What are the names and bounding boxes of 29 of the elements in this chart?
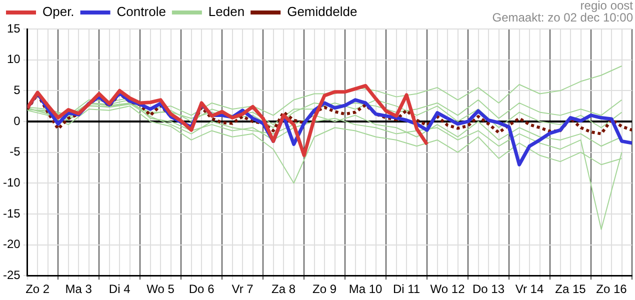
x-tick-label: Vr 7 <box>232 282 254 296</box>
x-tick-label: Di 11 <box>392 282 420 296</box>
x-tick-label: Ma 10 <box>348 282 383 296</box>
legend-label: Gemiddelde <box>287 4 358 20</box>
legend-label: Oper. <box>42 4 74 20</box>
x-tick-label: Ma 3 <box>65 282 92 296</box>
y-tick-label: 5 <box>14 82 21 97</box>
y-tick-label: -5 <box>10 144 21 159</box>
x-tick-label: Vr 14 <box>515 282 544 296</box>
x-tick-label: Wo 12 <box>430 282 466 296</box>
x-tick-label: Do 13 <box>472 282 505 296</box>
y-tick-label: 15 <box>6 21 21 36</box>
legend-label: Controle <box>116 4 166 20</box>
y-tick-label: 10 <box>6 52 21 66</box>
legend-label: Leden <box>208 4 245 20</box>
x-tick-label: Do 6 <box>188 282 215 296</box>
x-tick-label: Zo 9 <box>312 282 337 296</box>
y-tick-label: -15 <box>3 206 21 220</box>
text: regio oost <box>580 0 634 12</box>
x-tick-label: Za 8 <box>272 282 296 296</box>
x-tick-label: Wo 5 <box>146 282 175 296</box>
y-tick-label: -20 <box>3 237 21 252</box>
y-tick-label: 0 <box>14 114 21 128</box>
x-tick-label: Zo 16 <box>596 282 628 296</box>
x-tick-label: Di 4 <box>108 282 131 296</box>
x-tick-label: Za 15 <box>555 282 586 296</box>
x-tick-label: Zo 2 <box>26 282 50 296</box>
y-tick-label: -25 <box>3 268 21 282</box>
y-tick-label: -10 <box>3 175 21 190</box>
